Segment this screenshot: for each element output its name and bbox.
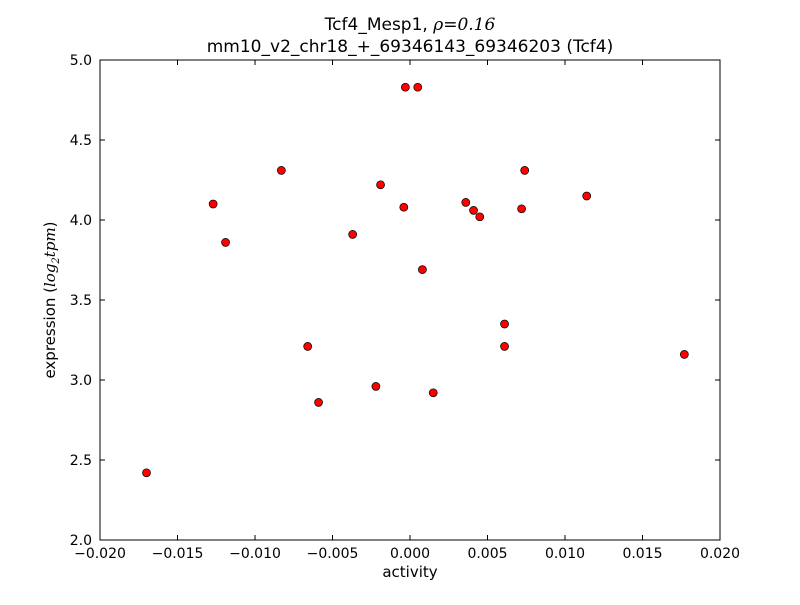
y-tick-label: 4.0 [70, 213, 92, 229]
data-point [303, 342, 313, 351]
y-tick-label: 3.0 [70, 373, 92, 389]
x-tick-label: −0.010 [229, 546, 281, 562]
data-point [208, 199, 218, 209]
data-points [142, 82, 689, 478]
x-tick-label: −0.005 [307, 546, 359, 562]
y-axis-label: expression (log2tpm) [41, 221, 62, 378]
x-tick-label: 0.015 [622, 546, 662, 562]
x-axis-label: activity [382, 563, 437, 581]
x-tick-label: 0.010 [545, 546, 585, 562]
plot-frame [99, 59, 721, 541]
data-point [469, 206, 478, 215]
chart-title-line1: Tcf4_Mesp1, ρ=0.16 [324, 15, 496, 35]
data-point [142, 468, 151, 478]
data-point [475, 212, 485, 222]
x-tick-label: 0.005 [467, 546, 507, 562]
x-tick-label: 0.000 [390, 546, 430, 562]
data-point [277, 166, 286, 175]
data-point [418, 265, 427, 274]
y-tick-label: 5.0 [70, 53, 92, 69]
y-tick-label: 3.5 [70, 293, 92, 309]
data-point [582, 191, 592, 201]
y-tick-label: 4.5 [70, 133, 92, 149]
data-point [399, 202, 409, 212]
data-point [679, 350, 689, 359]
data-point [348, 230, 357, 239]
data-point [500, 319, 509, 329]
data-point [428, 388, 438, 398]
x-tick-label: −0.020 [74, 546, 126, 562]
title-rho: ρ=0.16 [432, 15, 495, 35]
x-tick-label: 0.020 [700, 546, 740, 562]
data-point [371, 382, 381, 391]
data-point [401, 82, 410, 92]
title-prefix: Tcf4_Mesp1, [324, 15, 434, 35]
y-tick-label: 2.0 [70, 533, 92, 549]
data-point [517, 204, 526, 214]
data-point [520, 166, 530, 175]
data-point [413, 82, 423, 92]
data-point [221, 238, 230, 247]
axis-ticks: −0.020 −0.015 −0.010 −0.005 0.000 0.005 0.010 0… [70, 53, 740, 562]
data-point [500, 342, 509, 351]
x-tick-label: −0.015 [152, 546, 204, 562]
data-point [376, 180, 385, 190]
data-point [314, 398, 323, 407]
chart-title-line2: mm10_v2_chr18_+_69346143_69346203 (Tcf4) [207, 37, 613, 57]
data-point [461, 198, 471, 207]
y-tick-label: 2.5 [70, 453, 92, 469]
